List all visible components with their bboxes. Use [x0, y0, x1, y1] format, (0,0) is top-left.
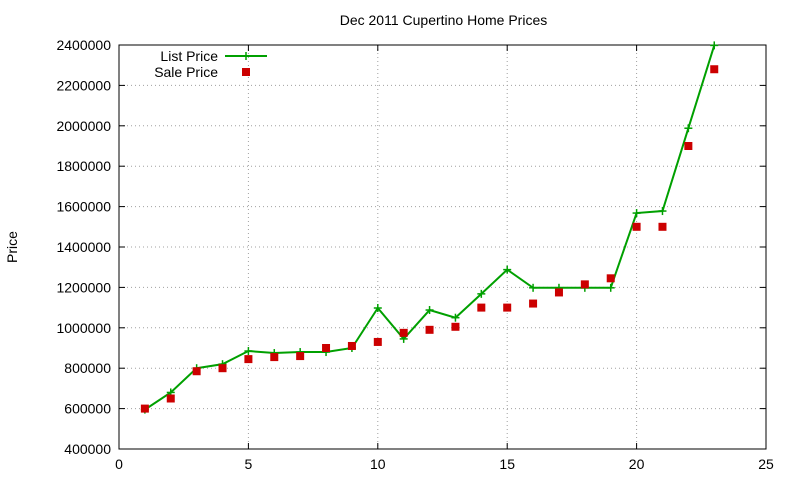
data-point [529, 299, 538, 308]
y-tick-label: 1800000 [56, 158, 111, 174]
x-tick-label: 25 [758, 456, 774, 472]
y-tick-label: 800000 [64, 360, 111, 376]
series-list-price [140, 41, 719, 414]
data-point [425, 306, 434, 315]
y-tick-label: 1400000 [56, 239, 111, 255]
x-tick-label: 10 [370, 456, 386, 472]
y-tick-label: 400000 [64, 441, 111, 457]
y-tick-label: 600000 [64, 401, 111, 417]
data-point [503, 265, 512, 274]
axis-ticks: 0 5 10 15 20 25 400000 600000 800000 1000000 12000… [56, 37, 774, 472]
data-point [503, 303, 512, 312]
data-point [140, 404, 149, 413]
legend-swatch-marker [242, 52, 250, 60]
data-point [632, 209, 641, 218]
data-point [218, 364, 227, 373]
legend-label: List Price [160, 48, 218, 64]
data-point [684, 142, 693, 150]
x-tick-label: 0 [115, 456, 123, 472]
data-point [192, 367, 201, 376]
data-point [658, 222, 667, 231]
data-point [373, 337, 382, 346]
data-point [684, 124, 693, 133]
data-point [451, 313, 460, 322]
y-tick-label: 2400000 [56, 37, 111, 53]
data-point [632, 222, 641, 231]
plot-frame [118, 44, 767, 450]
series [140, 41, 719, 414]
y-tick-label: 2200000 [56, 77, 111, 93]
y-axis-label: Price [4, 231, 20, 263]
data-point [477, 303, 486, 312]
legend-swatch-marker [242, 68, 250, 76]
data-point [244, 347, 253, 356]
data-point [244, 355, 253, 364]
data-point [529, 283, 538, 292]
data-point [322, 344, 331, 352]
data-point [425, 325, 434, 334]
data-point [270, 353, 279, 362]
data-point [399, 328, 408, 337]
legend-label: Sale Price [154, 64, 218, 80]
x-tick-label: 5 [245, 456, 253, 472]
y-tick-label: 1600000 [56, 199, 111, 215]
data-point [606, 274, 615, 283]
data-point [710, 65, 719, 74]
data-point [606, 283, 615, 292]
data-point [451, 322, 460, 331]
data-point [554, 288, 563, 297]
data-point [347, 341, 356, 350]
grid [119, 45, 766, 449]
series-sale-price [140, 65, 719, 413]
data-point [580, 280, 589, 289]
series-line [144, 45, 716, 411]
data-point [373, 304, 382, 313]
data-point [658, 207, 667, 216]
y-tick-label: 2000000 [56, 118, 111, 134]
y-tick-label: 1200000 [56, 279, 111, 295]
data-point [477, 289, 486, 298]
data-point [710, 41, 719, 50]
x-tick-label: 20 [629, 456, 645, 472]
x-tick-label: 15 [499, 456, 515, 472]
chart-title: Dec 2011 Cupertino Home Prices [340, 12, 548, 28]
data-point [296, 352, 305, 361]
data-point [166, 394, 175, 403]
y-tick-label: 1000000 [56, 320, 111, 336]
